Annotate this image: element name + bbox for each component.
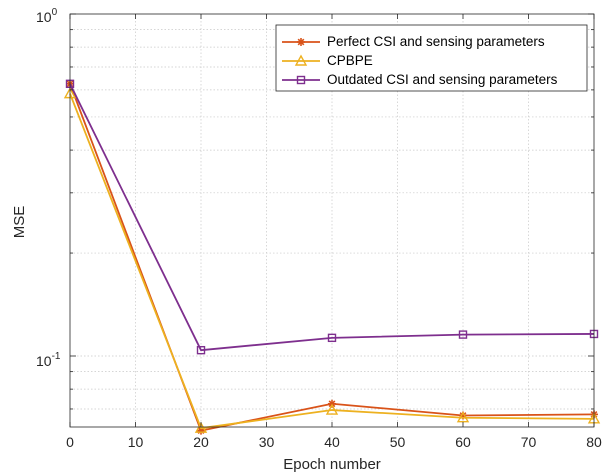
series-1-point (456, 411, 470, 423)
y-tick-label-decade-1: 10-1 (36, 351, 61, 369)
y-axis-title: MSE (11, 206, 28, 239)
x-tick-label: 20 (193, 434, 209, 450)
series-1-point (194, 421, 208, 433)
legend-label-perfect-csi: Perfect CSI and sensing parameters (327, 34, 545, 49)
y-tick-label-decade-0: 100 (36, 7, 58, 25)
series-2-point (458, 330, 468, 339)
series-2-point (327, 333, 337, 343)
x-tick-label: 60 (455, 434, 471, 450)
x-tick-label: 70 (521, 434, 537, 450)
grid (70, 14, 594, 427)
x-tick-label: 50 (390, 434, 406, 450)
x-tick-label: 40 (324, 434, 340, 450)
x-tick-label: 30 (259, 434, 275, 450)
legend-swatch-marker (297, 38, 305, 46)
legend-label-cpbpe: CPBPE (327, 53, 373, 68)
ticks: 0 10 20 30 40 50 60 70 80 (66, 13, 602, 450)
x-axis-title: Epoch number (283, 456, 381, 473)
series-1-point (325, 403, 339, 415)
x-tick-label: 80 (586, 434, 602, 450)
legend-label-outdated-csi: Outdated CSI and sensing parameters (327, 72, 558, 87)
legend: Perfect CSI and sensing parameters CPBPE… (275, 24, 588, 92)
x-tick-label: 0 (66, 434, 74, 450)
legend-swatch-marker (296, 75, 306, 85)
legend-box (275, 24, 588, 92)
x-tick-label: 10 (128, 434, 144, 450)
legend-swatch-marker (294, 54, 308, 66)
series-2-line (69, 83, 595, 352)
series-1-line (69, 93, 595, 430)
series-2-point (196, 345, 206, 355)
legend-swatches (282, 38, 320, 85)
